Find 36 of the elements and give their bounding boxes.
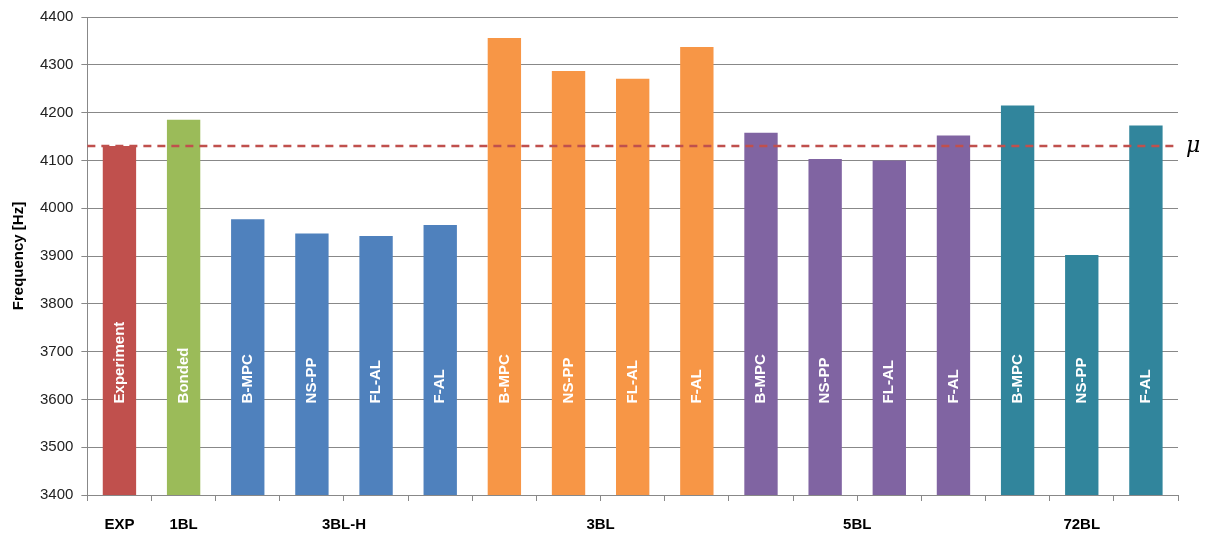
x-tick-label: FL-AL — [366, 360, 384, 404]
x-tick-label: B-MPC — [1007, 354, 1025, 404]
x-tick-label: FL-AL — [622, 360, 640, 404]
y-tick-label: 3900 — [39, 246, 74, 264]
y-tick-label: 4000 — [39, 198, 74, 216]
x-tick-label: NS-PP — [1071, 357, 1089, 404]
x-tick-label: B-MPC — [237, 354, 255, 404]
series-label: 5BL — [843, 514, 872, 532]
y-tick-label: 4400 — [39, 7, 74, 25]
x-tick-label: NS-PP — [815, 357, 833, 404]
y-tick-label: 3400 — [39, 485, 74, 503]
x-tick-label: F-AL — [943, 369, 961, 404]
series-label: 3BL — [586, 514, 615, 532]
x-tick-label: Experiment — [109, 321, 127, 404]
x-tick-label: B-MPC — [751, 354, 769, 404]
y-tick-label: 4100 — [39, 150, 74, 168]
x-tick-label: FL-AL — [879, 360, 897, 404]
y-tick-label: 3600 — [39, 389, 74, 407]
y-tick-label: 3700 — [39, 341, 74, 359]
series-label: 1BL — [169, 514, 198, 532]
series-label: EXP — [104, 514, 135, 532]
x-tick-label: F-AL — [1136, 369, 1154, 404]
y-axis-title: Frequency [Hz] — [9, 201, 27, 311]
x-tick-label: NS-PP — [558, 357, 576, 404]
series-label: 3BL-H — [321, 514, 367, 532]
ref-line-label: μ — [1186, 131, 1201, 157]
x-tick-label: NS-PP — [302, 357, 320, 404]
y-tick-label: 3500 — [39, 437, 74, 455]
y-tick-label: 3800 — [39, 293, 74, 311]
x-tick-label: Bonded — [173, 347, 191, 404]
series-label: 72BL — [1063, 514, 1101, 532]
y-tick-label: 4200 — [39, 102, 74, 120]
x-tick-label: B-MPC — [494, 354, 512, 404]
y-tick-label: 4300 — [39, 54, 74, 72]
x-tick-label: F-AL — [686, 369, 704, 404]
x-tick-label: F-AL — [430, 369, 448, 404]
